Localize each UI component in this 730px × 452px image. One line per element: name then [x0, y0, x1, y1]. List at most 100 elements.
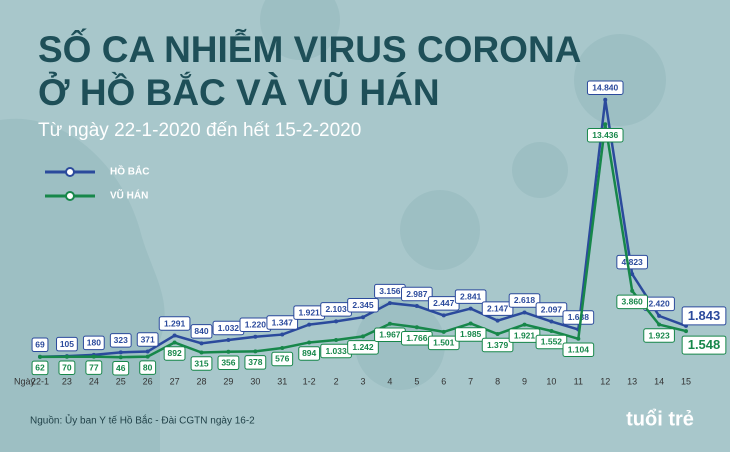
value-label: 1.548 [688, 337, 721, 352]
x-tick-label: 13 [627, 376, 637, 386]
point [307, 340, 312, 345]
value-label: 1.921 [514, 330, 536, 340]
point [226, 349, 231, 354]
value-label: 371 [141, 334, 155, 344]
value-label: 2.420 [648, 299, 670, 309]
point [522, 322, 527, 327]
point [522, 310, 527, 315]
value-label: 46 [116, 363, 126, 373]
value-label: 892 [167, 348, 181, 358]
value-label-box [244, 355, 267, 370]
x-tick-label: 24 [89, 376, 99, 386]
x-axis-label: Ngày [14, 376, 36, 386]
value-label: 315 [194, 358, 208, 368]
value-label-box [643, 328, 675, 343]
point [38, 354, 42, 359]
value-label: 1.501 [433, 338, 455, 348]
point [495, 318, 500, 323]
legend-marker [65, 191, 75, 201]
point [657, 322, 662, 327]
x-tick-label: 14 [654, 376, 664, 386]
point [603, 122, 608, 127]
x-tick-label: 26 [143, 376, 153, 386]
value-label-box [616, 254, 648, 270]
x-tick-label: 29 [223, 376, 233, 386]
source: Nguồn: Ủy ban Y tế Hồ Bắc - Đài CGTN ngà… [30, 414, 255, 427]
value-label: 1.638 [568, 312, 590, 322]
value-label: 2.841 [460, 291, 482, 301]
x-tick-label: 7 [468, 376, 473, 386]
point [576, 336, 581, 341]
legend-marker [65, 167, 75, 177]
point [630, 288, 635, 293]
chart-title: Ở HỒ BẮC VÀ VŨ HÁN [38, 71, 440, 113]
x-tick-label: 11 [574, 376, 583, 386]
value-label-box [217, 355, 240, 371]
legend-label: VŨ HÁN [110, 189, 148, 202]
value-label-box [535, 302, 568, 317]
value-label-box [508, 293, 541, 308]
value-label: 1.220 [245, 320, 267, 330]
x-tick-label: 9 [522, 376, 527, 386]
value-label-box [347, 297, 379, 313]
value-label: 323 [114, 335, 128, 345]
value-label-box [31, 337, 49, 353]
value-label-box [85, 360, 103, 375]
value-label-box [271, 351, 294, 367]
point [468, 306, 473, 311]
x-tick-label: 25 [116, 376, 126, 386]
value-label-box [347, 340, 379, 355]
value-label: 69 [35, 340, 45, 350]
point [253, 349, 258, 354]
x-tick-label: 27 [170, 376, 180, 386]
value-label: 3.860 [622, 297, 644, 307]
point [253, 334, 258, 339]
value-label: 1.843 [688, 308, 721, 323]
point [118, 350, 123, 355]
value-label: 576 [275, 354, 289, 364]
point [307, 322, 312, 327]
value-label: 70 [62, 363, 72, 373]
value-label-box [190, 356, 213, 371]
value-label-box [401, 286, 433, 302]
value-label: 14.840 [592, 83, 618, 93]
point [387, 301, 392, 306]
value-label-box [298, 346, 321, 361]
virus-icon [574, 34, 666, 126]
value-label-box [454, 289, 487, 304]
value-label-box [158, 316, 191, 331]
point [630, 272, 635, 277]
value-label: 356 [221, 358, 235, 368]
point [280, 345, 285, 350]
x-tick-label: 15 [681, 376, 691, 386]
value-label-box [190, 324, 213, 339]
point [280, 332, 285, 337]
point [118, 355, 123, 360]
point [334, 319, 339, 324]
x-tick-label: 8 [495, 376, 500, 386]
x-tick-label: 4 [387, 376, 392, 386]
point [549, 319, 554, 324]
point [468, 321, 473, 326]
value-label: 1.923 [648, 330, 670, 340]
value-label-box [112, 360, 130, 376]
value-label: 1.379 [487, 340, 509, 350]
value-label: 378 [248, 357, 262, 367]
point [495, 332, 500, 337]
point [226, 338, 231, 343]
value-label: 1.033 [325, 346, 347, 356]
value-label-box [616, 294, 648, 310]
value-label-box [586, 127, 624, 143]
point [361, 315, 365, 320]
legend-label: HỒ BẮC [110, 165, 149, 178]
value-label: 2.447 [433, 298, 455, 308]
value-label: 105 [60, 339, 74, 349]
point [441, 313, 446, 318]
value-label: 2.147 [487, 303, 509, 313]
value-label-box [562, 310, 595, 325]
point [91, 354, 96, 359]
value-label-box [535, 334, 568, 350]
value-label: 2.345 [352, 300, 374, 310]
point [684, 329, 688, 334]
